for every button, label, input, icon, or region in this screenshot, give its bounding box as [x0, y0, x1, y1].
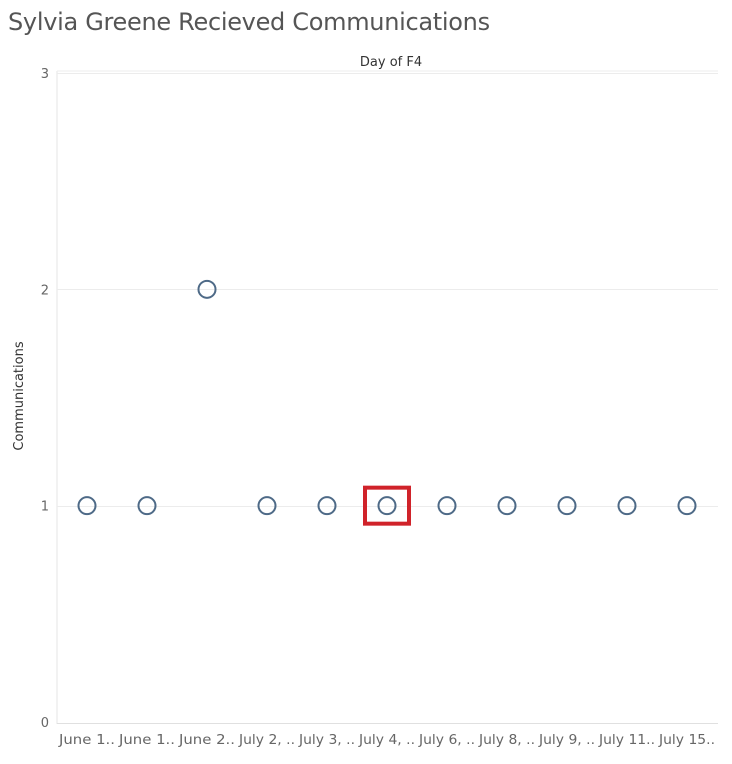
- chart-title: Sylvia Greene Recieved Communications: [8, 8, 490, 36]
- highlight-box: [363, 485, 411, 526]
- y-tick-label: 0: [41, 716, 49, 731]
- y-tick-label: 2: [41, 283, 49, 298]
- data-point: [137, 496, 157, 516]
- x-tick-label: July 4, ..: [358, 733, 415, 748]
- x-tick-layer: June 1.. June 1.. June 2.. July 2, .. July 3…: [58, 733, 715, 748]
- data-point: [437, 496, 457, 516]
- axis-layer: Day of F4 Communications: [12, 55, 422, 451]
- x-tick-label: June 2..: [178, 733, 235, 748]
- x-tick-label: July 2, ..: [238, 733, 295, 748]
- marks-layer: [77, 279, 697, 526]
- data-point: [257, 496, 277, 516]
- x-tick-label: July 11..: [598, 733, 655, 748]
- data-point: [497, 496, 517, 516]
- x-tick-label: June 1..: [58, 733, 115, 748]
- x-tick-label: July 15..: [658, 733, 715, 748]
- x-tick-label: July 6, ..: [418, 733, 475, 748]
- data-point: [617, 496, 637, 516]
- column-header: Day of F4: [360, 55, 422, 70]
- data-point: [677, 496, 697, 516]
- x-tick-label: July 3, ..: [298, 733, 355, 748]
- data-point: [377, 496, 397, 516]
- grid-layer: [56, 70, 718, 724]
- x-tick-label: July 8, ..: [478, 733, 535, 748]
- x-tick-label: July 9, ..: [538, 733, 595, 748]
- x-tick-label: June 1..: [118, 733, 175, 748]
- y-axis-title: Communications: [12, 341, 27, 450]
- data-point: [197, 279, 217, 299]
- y-tick-layer: 0 1 2 3: [41, 67, 49, 731]
- data-point: [557, 496, 577, 516]
- y-tick-label: 3: [41, 67, 49, 82]
- data-point: [317, 496, 337, 516]
- y-tick-label: 1: [41, 500, 49, 515]
- data-point: [77, 496, 97, 516]
